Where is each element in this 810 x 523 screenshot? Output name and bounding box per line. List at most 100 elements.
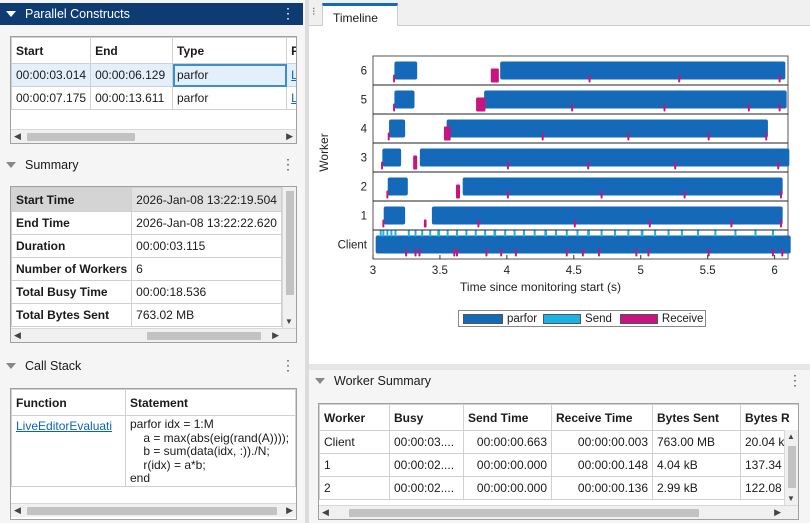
scrollbar-thumb[interactable] bbox=[27, 507, 277, 515]
scrollbar-thumb[interactable] bbox=[286, 191, 294, 295]
scrollbar-thumb[interactable] bbox=[147, 332, 261, 340]
send-mark bbox=[771, 230, 774, 237]
table-row[interactable]: Client 00:00:03.... 00:00:00.663 00:00:0… bbox=[319, 430, 798, 454]
receive-mark bbox=[485, 248, 488, 257]
cell-function-link[interactable]: L bbox=[286, 63, 296, 87]
column-header-bytes-received[interactable]: Bytes R bbox=[740, 404, 798, 431]
send-mark bbox=[613, 230, 616, 237]
summary-value: 2026-Jan-08 13:22:22.620 bbox=[131, 211, 282, 235]
cell-bytes-sent[interactable]: 4.04 kB bbox=[652, 453, 741, 477]
summary-header[interactable]: Summary ⋮ bbox=[0, 154, 303, 176]
send-mark bbox=[386, 230, 389, 237]
scrollbar-thumb[interactable] bbox=[788, 446, 796, 488]
column-header-receive-time[interactable]: Receive Time bbox=[551, 404, 653, 431]
cell-worker[interactable]: Client bbox=[319, 430, 390, 454]
receive-mark bbox=[627, 132, 630, 141]
table-row[interactable]: 2 00:00:02.... 00:00:00.000 00:00:00.136… bbox=[319, 476, 798, 500]
receive-mark bbox=[778, 103, 781, 112]
scroll-up-icon[interactable]: ▲ bbox=[787, 432, 795, 441]
receive-mark bbox=[779, 219, 782, 228]
tab-timeline[interactable]: Timeline bbox=[322, 3, 398, 27]
collapse-arrow-icon[interactable] bbox=[6, 363, 16, 369]
scroll-left-icon[interactable]: ◀ bbox=[14, 131, 21, 141]
cell-type[interactable]: parfor bbox=[171, 63, 288, 87]
cell-receive-time[interactable]: 00:00:00.136 bbox=[551, 476, 653, 500]
horizontal-scrollbar[interactable]: ◀ ▶ bbox=[11, 129, 296, 143]
column-header-send-time[interactable]: Send Time bbox=[463, 404, 552, 431]
cell-send-time[interactable]: 00:00:00.000 bbox=[463, 453, 552, 477]
scrollbar-thumb[interactable] bbox=[27, 133, 135, 141]
parallel-constructs-header[interactable]: Parallel Constructs ⋮ bbox=[0, 3, 303, 25]
cell-bytes-sent[interactable]: 763.00 MB bbox=[652, 430, 741, 454]
cell-busy[interactable]: 00:00:02.... bbox=[389, 476, 464, 500]
vertical-splitter[interactable] bbox=[305, 0, 309, 523]
column-header-end[interactable]: End bbox=[90, 37, 173, 64]
scroll-right-icon[interactable]: ▶ bbox=[272, 330, 279, 340]
panel-menu-icon[interactable]: ⋮ bbox=[788, 372, 802, 388]
call-stack-header[interactable]: Call Stack ⋮ bbox=[0, 355, 303, 377]
scroll-left-icon[interactable]: ◀ bbox=[14, 330, 21, 340]
scroll-left-icon[interactable]: ◀ bbox=[322, 507, 329, 517]
scroll-down-icon[interactable]: ▼ bbox=[285, 317, 293, 326]
x-tick-label: 6 bbox=[771, 265, 777, 277]
tab-bar-menu-icon[interactable]: ⁝ bbox=[312, 6, 316, 18]
table-row[interactable]: 00:00:03.014 00:00:06.129 parfor L bbox=[11, 63, 296, 87]
call-stack-function-link[interactable]: LiveEditorEvaluati bbox=[11, 415, 126, 487]
scroll-down-icon[interactable]: ▼ bbox=[787, 494, 795, 503]
cell-end[interactable]: 00:00:13.611 bbox=[90, 86, 173, 110]
cell-busy[interactable]: 00:00:03.... bbox=[389, 430, 464, 454]
x-tick-label: 5.5 bbox=[700, 265, 716, 277]
cell-worker[interactable]: 1 bbox=[319, 453, 390, 477]
cell-busy[interactable]: 00:00:02.... bbox=[389, 453, 464, 477]
column-header-worker[interactable]: Worker bbox=[319, 404, 390, 431]
scroll-left-icon[interactable]: ◀ bbox=[14, 505, 21, 515]
table-row[interactable]: LiveEditorEvaluati parfor idx = 1:M a = … bbox=[11, 415, 296, 487]
horizontal-scrollbar[interactable]: ◀ ▶ bbox=[11, 328, 296, 342]
table-row[interactable]: 00:00:07.175 00:00:13.611 parfor L bbox=[11, 86, 296, 110]
parfor-bar bbox=[462, 177, 783, 196]
cell-receive-time[interactable]: 00:00:00.148 bbox=[551, 453, 653, 477]
vertical-scrollbar[interactable]: ▼ bbox=[282, 187, 296, 328]
parfor-bar bbox=[382, 148, 402, 167]
cell-send-time[interactable]: 00:00:00.000 bbox=[463, 476, 552, 500]
column-header-statement[interactable]: Statement bbox=[125, 389, 296, 416]
collapse-arrow-icon[interactable] bbox=[315, 378, 325, 384]
send-mark bbox=[407, 230, 410, 237]
y-tick-label: 4 bbox=[361, 124, 368, 136]
table-row[interactable]: 1 00:00:02.... 00:00:00.000 00:00:00.148… bbox=[319, 453, 798, 477]
scroll-right-icon[interactable]: ▶ bbox=[774, 507, 781, 517]
column-header-function[interactable]: Function bbox=[11, 389, 126, 416]
parfor-bar bbox=[484, 90, 787, 109]
cell-receive-time[interactable]: 00:00:00.003 bbox=[551, 430, 653, 454]
column-header-f[interactable]: F bbox=[286, 37, 296, 64]
cell-bytes-sent[interactable]: 2.99 kB bbox=[652, 476, 741, 500]
cell-worker[interactable]: 2 bbox=[319, 476, 390, 500]
cell-end[interactable]: 00:00:06.129 bbox=[90, 63, 173, 87]
horizontal-scrollbar[interactable]: ◀ ▶ bbox=[11, 503, 296, 517]
cell-start[interactable]: 00:00:03.014 bbox=[11, 63, 92, 87]
collapse-arrow-icon[interactable] bbox=[6, 162, 16, 168]
statement-line: r(idx) = a*b; bbox=[130, 457, 206, 472]
panel-menu-icon[interactable]: ⋮ bbox=[281, 357, 295, 373]
column-header-bytes-sent[interactable]: Bytes Sent bbox=[652, 404, 741, 431]
horizontal-scrollbar[interactable]: ◀ ▶ bbox=[319, 505, 798, 519]
column-header-type[interactable]: Type bbox=[171, 37, 288, 64]
scrollbar-thumb[interactable] bbox=[349, 509, 699, 517]
cell-function-link[interactable]: L bbox=[286, 86, 296, 110]
panel-menu-icon[interactable]: ⋮ bbox=[281, 156, 295, 172]
cell-send-time[interactable]: 00:00:00.663 bbox=[463, 430, 552, 454]
worker-summary-splitter[interactable] bbox=[309, 364, 810, 370]
column-header-busy[interactable]: Busy bbox=[389, 404, 464, 431]
cell-type[interactable]: parfor bbox=[171, 86, 288, 110]
cell-start[interactable]: 00:00:07.175 bbox=[11, 86, 92, 110]
worker-summary-header[interactable]: Worker Summary ⋮ bbox=[309, 370, 810, 392]
scroll-right-icon[interactable]: ▶ bbox=[286, 505, 293, 515]
vertical-scrollbar[interactable]: ▲ ▼ bbox=[784, 430, 798, 505]
send-mark bbox=[390, 230, 393, 237]
column-header-start[interactable]: Start bbox=[11, 37, 92, 64]
statement-line: a = max(abs(eig(rand(A)))); bbox=[130, 430, 290, 445]
scroll-right-icon[interactable]: ▶ bbox=[286, 131, 293, 141]
panel-menu-icon[interactable]: ⋮ bbox=[281, 5, 295, 21]
collapse-arrow-icon[interactable] bbox=[6, 11, 16, 17]
parfor-bar bbox=[394, 61, 418, 80]
